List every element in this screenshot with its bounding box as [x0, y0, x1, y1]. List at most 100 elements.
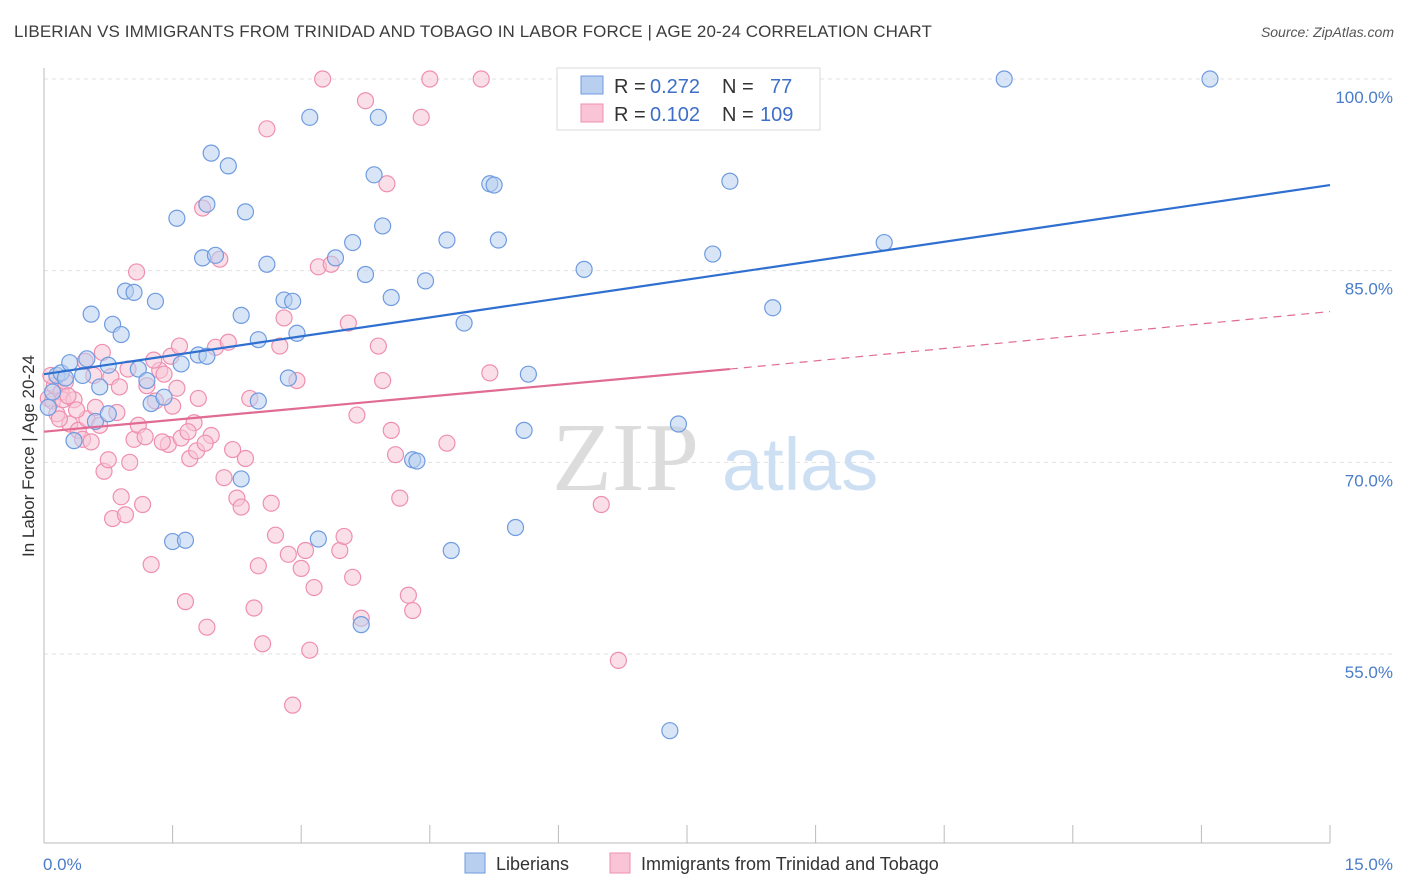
point-liberians [219, 157, 237, 175]
stats-r-value-1: 0.272 [650, 76, 700, 98]
point-liberians [236, 203, 255, 221]
stats-r-label-1: R = [614, 76, 646, 98]
point-liberians [202, 144, 220, 162]
stats-n-value-1: 77 [770, 76, 792, 98]
point-liberians [43, 383, 62, 401]
point-liberians [39, 398, 57, 416]
point-liberians [82, 305, 100, 323]
trend-line-trinidad-extension [729, 310, 1331, 370]
point-trinidad [236, 449, 255, 468]
point-liberians [99, 405, 117, 423]
point-liberians [279, 369, 297, 387]
point-liberians [258, 255, 276, 273]
point-liberians [1201, 70, 1219, 88]
point-trinidad [262, 494, 280, 512]
point-liberians [515, 421, 533, 439]
point-liberians [344, 233, 362, 252]
point-trinidad [168, 379, 186, 397]
point-trinidad [382, 421, 400, 439]
point-trinidad [404, 601, 422, 620]
point-trinidad [481, 364, 499, 382]
point-trinidad [391, 489, 409, 507]
point-liberians [575, 260, 593, 278]
point-trinidad [292, 559, 310, 577]
point-liberians [669, 415, 688, 433]
x-tick-max: 15.0% [1345, 855, 1393, 874]
point-liberians [661, 722, 679, 740]
trend-line-trinidad [43, 367, 730, 433]
point-liberians [489, 231, 507, 249]
legend-swatch-trinidad [609, 852, 631, 874]
point-trinidad [232, 498, 250, 516]
series-trinidad-points [39, 70, 628, 714]
point-liberians [408, 452, 426, 470]
point-liberians [704, 245, 722, 263]
point-liberians [356, 265, 375, 284]
point-trinidad [153, 433, 171, 451]
point-trinidad [275, 309, 293, 327]
point-trinidad [344, 568, 362, 586]
point-trinidad [438, 434, 456, 452]
y-tick-label: 100.0% [1335, 88, 1393, 107]
grid-lines: 100.0% 85.0% 70.0% 55.0% [44, 78, 1393, 682]
point-liberians [875, 233, 893, 252]
point-trinidad [136, 428, 154, 446]
point-trinidad [142, 555, 160, 574]
point-trinidad [271, 337, 289, 355]
watermark-atlas: atlas [722, 423, 878, 506]
point-liberians [374, 217, 392, 235]
point-liberians [506, 518, 525, 537]
point-trinidad [99, 451, 117, 469]
point-liberians [86, 412, 105, 431]
point-trinidad [196, 434, 214, 452]
point-trinidad [110, 378, 129, 396]
point-trinidad [421, 70, 439, 88]
y-tick-label: 70.0% [1345, 471, 1393, 490]
point-trinidad [386, 446, 405, 464]
y-tick-label: 55.0% [1345, 663, 1393, 682]
point-trinidad [112, 488, 130, 506]
series-liberians-points [39, 70, 1219, 740]
point-trinidad [176, 593, 195, 611]
stats-n-value-2: 109 [760, 104, 793, 126]
axes [43, 68, 1331, 844]
point-liberians [146, 292, 165, 310]
point-liberians [301, 108, 319, 126]
stats-r-value-2: 0.102 [650, 104, 700, 126]
point-trinidad [127, 263, 146, 281]
point-trinidad [50, 410, 69, 428]
point-trinidad [245, 599, 263, 617]
point-trinidad [378, 175, 396, 193]
point-trinidad [116, 506, 135, 524]
point-trinidad [258, 120, 276, 138]
legend-label-trinidad: Immigrants from Trinidad and Tobago [641, 854, 939, 874]
point-trinidad [155, 365, 173, 383]
stats-legend: R = 0.272 N = 77 R = 0.102 N = 109 [556, 67, 821, 131]
point-trinidad [592, 495, 610, 514]
point-liberians [438, 231, 456, 249]
y-tick-label: 85.0% [1345, 280, 1393, 299]
trend-line-liberians [43, 183, 1331, 376]
point-trinidad [472, 70, 490, 88]
point-trinidad [609, 651, 628, 669]
point-liberians [232, 470, 250, 488]
point-liberians [519, 365, 537, 383]
point-liberians [232, 306, 250, 324]
point-liberians [485, 176, 503, 194]
point-trinidad [121, 453, 139, 471]
point-liberians [721, 172, 739, 190]
point-trinidad [412, 108, 430, 126]
point-liberians [352, 616, 370, 634]
point-liberians [168, 209, 186, 227]
point-trinidad [82, 433, 100, 451]
point-liberians [61, 354, 79, 372]
point-trinidad [249, 557, 267, 575]
point-trinidad [335, 527, 353, 546]
legend-swatch-liberians [464, 852, 486, 874]
point-trinidad [284, 696, 302, 714]
source-label: Source: ZipAtlas.com [1260, 24, 1394, 40]
point-trinidad [301, 641, 319, 659]
point-trinidad [133, 495, 152, 514]
point-trinidad [369, 337, 387, 355]
